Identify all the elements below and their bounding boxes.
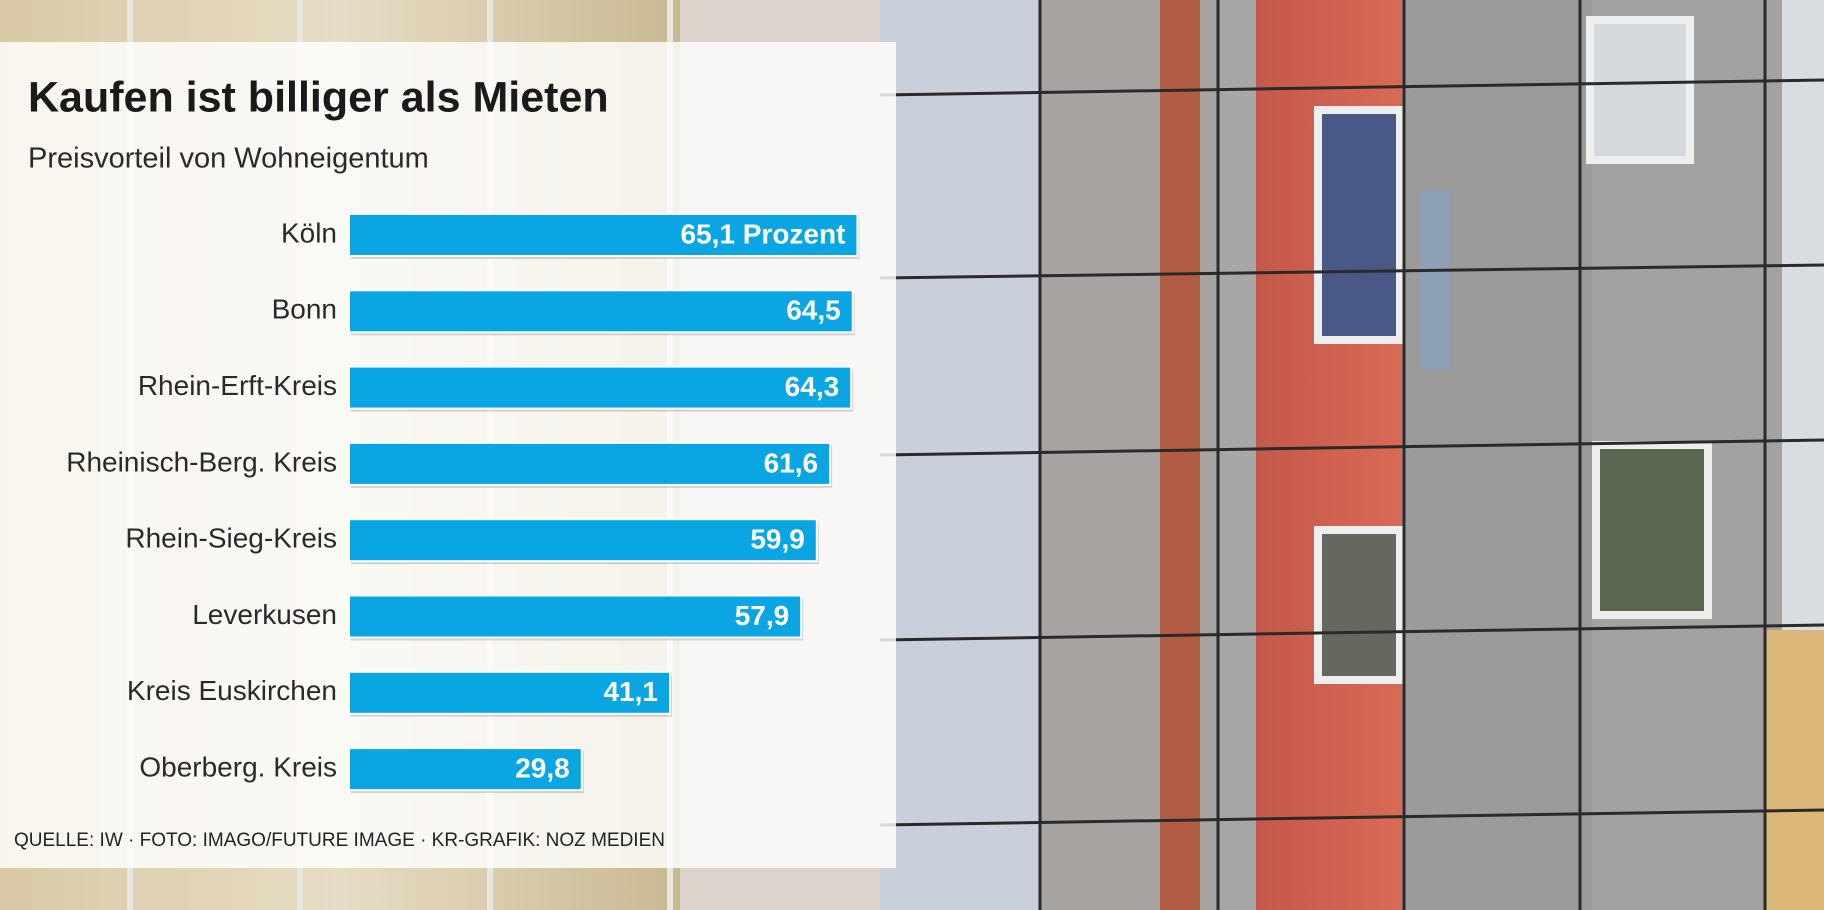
category-label: Rheinisch-Berg. Kreis [66,446,337,477]
category-label: Kreis Euskirchen [127,675,337,706]
bar [348,213,859,257]
bar [348,594,803,639]
category-label: Rhein-Sieg-Kreis [125,523,337,554]
bar [348,747,583,792]
category-label: Leverkusen [192,599,337,630]
chart-title: Kaufen ist billiger als Mieten [28,73,609,121]
value-label: 57,9 [735,600,790,631]
chart-subtitle: Preisvorteil von Wohneigentum [28,143,429,175]
source-note: QUELLE: IW · FOTO: IMAGO/FUTURE IMAGE · … [14,830,665,851]
value-label: 61,6 [764,447,819,478]
value-label: 65,1 Prozent [680,218,845,249]
value-label: 29,8 [515,752,570,783]
category-label: Rhein-Erft-Kreis [138,370,337,401]
bar [348,670,671,715]
category-label: Bonn [272,294,337,325]
category-label: Köln [281,217,337,248]
bar [348,365,853,410]
value-label: 59,9 [750,524,805,555]
bar [348,518,818,563]
value-label: 41,1 [603,676,658,707]
bar [348,441,832,486]
bar [348,289,854,334]
value-label: 64,3 [785,371,840,402]
category-label: Oberberg. Kreis [139,751,337,782]
value-label: 64,5 [786,295,841,326]
